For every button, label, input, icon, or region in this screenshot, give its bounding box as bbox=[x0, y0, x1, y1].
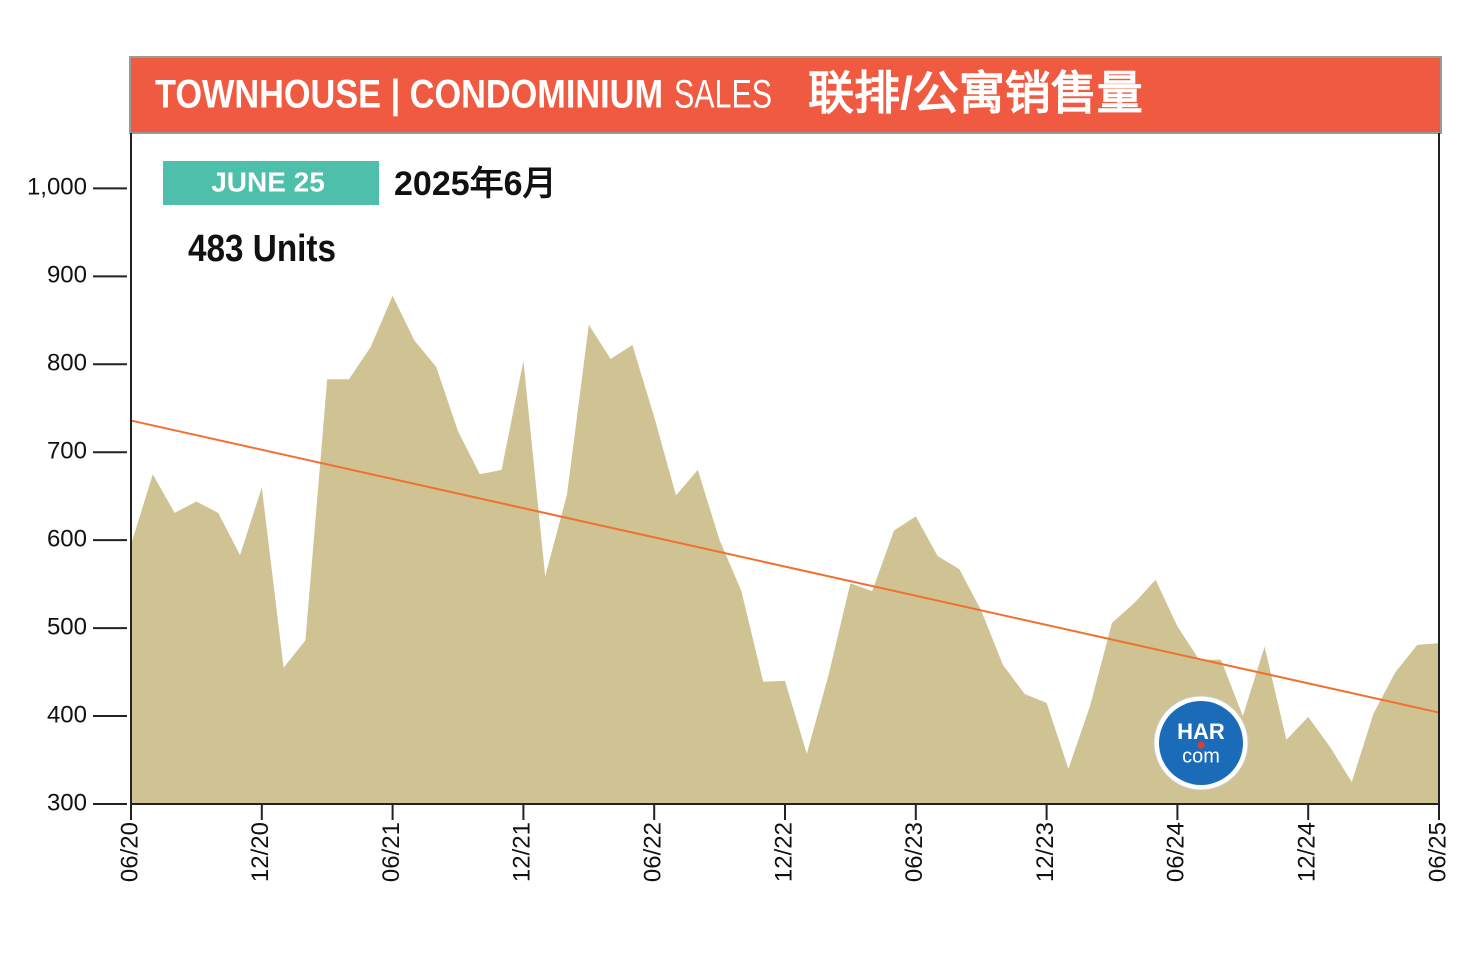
logo-dot bbox=[1197, 741, 1205, 749]
chart-title-suffix: SALES bbox=[674, 73, 772, 117]
x-tick-label: 06/25 bbox=[1424, 822, 1451, 882]
plot-area bbox=[130, 295, 1440, 804]
chart-title-cn: 联排/公寓销售量 bbox=[808, 67, 1143, 119]
badge-box bbox=[163, 161, 379, 205]
chart-title: TOWNHOUSE | CONDOMINIUM bbox=[155, 73, 663, 117]
logo-text: com bbox=[1182, 745, 1220, 767]
header-bar bbox=[129, 56, 1442, 134]
y-tick-label: 600 bbox=[47, 526, 87, 553]
y-tick-label: 800 bbox=[47, 350, 87, 377]
x-tick-label: 12/20 bbox=[247, 822, 274, 882]
x-tick-label: 12/22 bbox=[770, 822, 797, 882]
area bbox=[131, 295, 1439, 804]
y-tick-label: 400 bbox=[47, 701, 87, 728]
x-tick-label: 06/24 bbox=[1163, 822, 1190, 882]
y-tick-label: 700 bbox=[47, 438, 87, 465]
badge-cn: 2025年6月 bbox=[394, 165, 557, 203]
y-tick-label: 1,000 bbox=[27, 174, 87, 201]
x-tick-label: 06/21 bbox=[378, 822, 405, 882]
x-tick-label: 06/22 bbox=[640, 822, 667, 882]
x-tick-label: 12/21 bbox=[509, 822, 536, 882]
x-tick-label: 06/20 bbox=[116, 822, 143, 882]
trend-line bbox=[130, 419, 1440, 714]
y-tick-label: 500 bbox=[47, 613, 87, 640]
annotation: 483 Units bbox=[188, 228, 336, 270]
y-tick-label: 300 bbox=[47, 789, 87, 816]
x-tick-label: 12/23 bbox=[1032, 822, 1059, 882]
logo-text: HAR bbox=[1177, 719, 1225, 744]
badge: JUNE 25 bbox=[211, 166, 325, 197]
y-tick-label: 900 bbox=[47, 262, 87, 289]
x-tick-label: 12/24 bbox=[1294, 822, 1321, 882]
x-tick-label: 06/23 bbox=[901, 822, 928, 882]
